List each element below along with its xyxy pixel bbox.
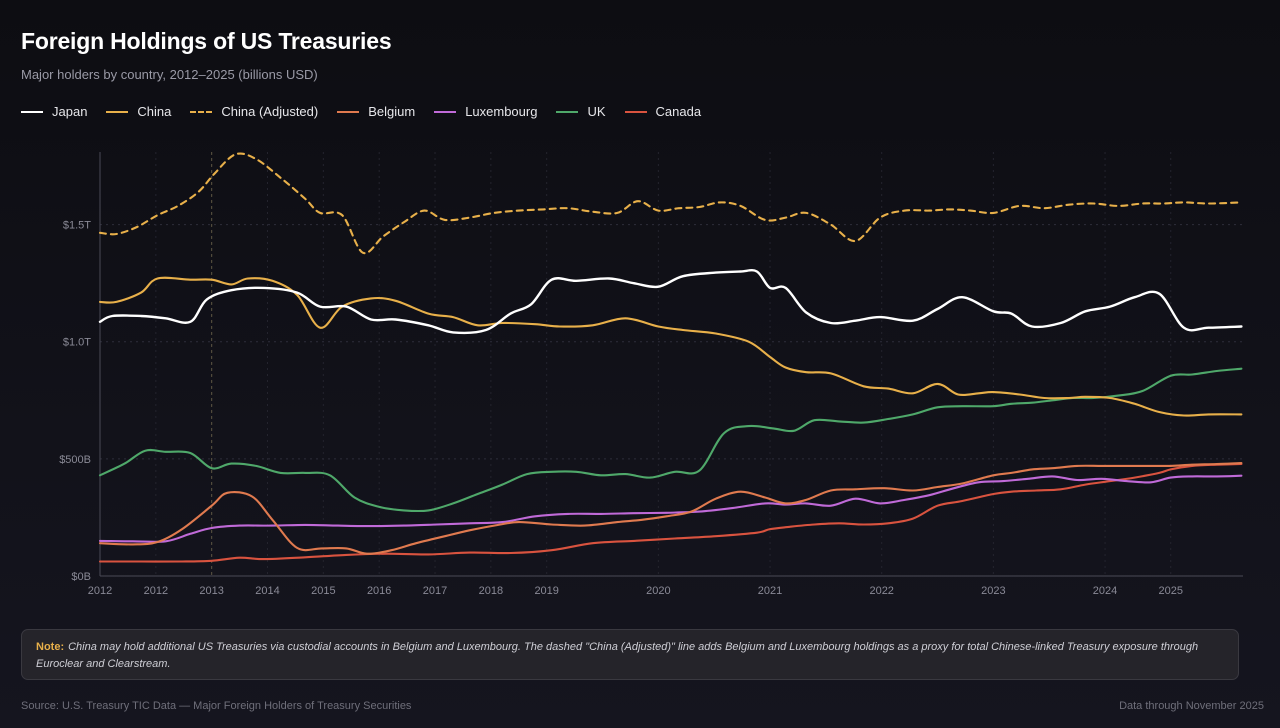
- legend-swatch: [556, 110, 579, 113]
- legend-item-uk: UK: [556, 104, 606, 119]
- x-tick-label: 2023: [981, 585, 1005, 597]
- legend-label: Canada: [655, 104, 702, 119]
- legend-label: Japan: [52, 104, 88, 119]
- series-line-china: [98, 276, 1243, 417]
- legend-swatch: [21, 110, 43, 113]
- data-through-text: Data through November 2025: [1119, 700, 1264, 712]
- legend-item-belgium: Belgium: [337, 104, 415, 119]
- legend-swatch: [190, 110, 213, 113]
- legend-item-china-adjusted: China (Adjusted): [190, 104, 318, 119]
- chart-title: Foreign Holdings of US Treasuries: [21, 28, 392, 54]
- legend-label: China (Adjusted): [221, 104, 319, 119]
- legend-item-china: China: [106, 104, 171, 119]
- x-tick-label: 2013: [199, 585, 223, 597]
- x-tick-label: 2024: [1093, 585, 1117, 597]
- y-tick-label: $0B: [71, 571, 91, 583]
- legend-item-canada: Canada: [624, 104, 702, 119]
- series-line-luxembourg: [98, 474, 1243, 543]
- x-tick-label: 2017: [423, 585, 447, 597]
- x-tick-label: 2022: [869, 585, 893, 597]
- series-line-china-adjusted: [98, 152, 1243, 255]
- note-text: China may hold additional US Treasuries …: [36, 641, 1199, 670]
- x-tick-label: 2015: [311, 585, 335, 597]
- legend-label: Belgium: [368, 104, 416, 119]
- series-line-japan: [98, 269, 1243, 335]
- x-tick-label: 2018: [479, 585, 503, 597]
- legend-label: Luxembourg: [465, 104, 538, 119]
- note-label: Note:: [36, 641, 65, 653]
- note-box: Note: China may hold additional US Treasu…: [21, 629, 1239, 680]
- x-tick-label: 2025: [1158, 585, 1182, 597]
- legend-label: UK: [587, 104, 606, 119]
- line-chart: $0B $500B $1.0T $1.5T 2012 2012 2013 2014 2015 20…: [59, 152, 1243, 597]
- source-text: Source: U.S. Treasury TIC Data — Major F…: [21, 700, 412, 712]
- y-tick-label: $1.5T: [63, 220, 91, 232]
- legend-swatch: [106, 110, 129, 113]
- x-tick-label: 2016: [367, 585, 391, 597]
- legend-swatch: [434, 110, 457, 113]
- legend-item-luxembourg: Luxembourg: [434, 104, 537, 119]
- series-line-uk: [98, 367, 1243, 513]
- x-tick-label: 2012: [88, 585, 112, 597]
- legend: Japan China China (Adjusted) Belgium Luxembo…: [21, 104, 720, 119]
- chart-subtitle: Major holders by country, 2012–2025 (bil…: [21, 67, 318, 82]
- legend-label: China: [137, 104, 172, 119]
- x-tick-label: 2012: [144, 585, 168, 597]
- legend-item-japan: Japan: [21, 104, 87, 119]
- x-tick-label: 2014: [255, 585, 279, 597]
- series-line-canada: [98, 462, 1243, 563]
- legend-swatch: [337, 110, 360, 113]
- series-line-belgium: [98, 462, 1243, 555]
- x-tick-label: 2019: [534, 585, 558, 597]
- legend-swatch: [624, 110, 647, 113]
- y-tick-label: $1.0T: [63, 337, 91, 349]
- x-tick-label: 2021: [758, 585, 782, 597]
- y-tick-label: $500B: [59, 454, 91, 466]
- x-tick-label: 2020: [646, 585, 670, 597]
